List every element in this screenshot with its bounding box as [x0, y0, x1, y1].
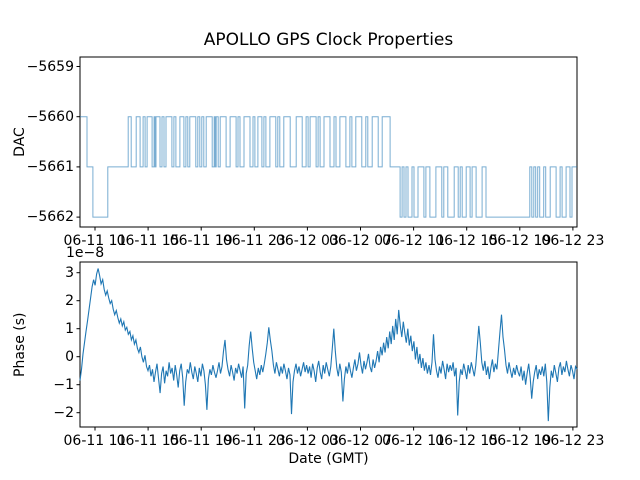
scale-offset-text: 1e−8: [66, 245, 105, 261]
y-tick-label: −1: [53, 376, 74, 393]
x-tick-label: 06-12 11: [382, 233, 446, 249]
x-tick-label: 06-11 19: [169, 233, 233, 249]
x-tick-label: 06-11 11: [63, 433, 127, 449]
x-tick-label: 06-11 23: [222, 433, 286, 449]
y-tick-label: −5661: [26, 158, 74, 175]
x-tick-label: 06-12 07: [329, 433, 392, 449]
phase-line: [79, 268, 578, 422]
x-tick-label: 06-11 15: [116, 233, 180, 249]
x-tick-label: 06-12 19: [488, 433, 552, 449]
x-tick-label: 06-12 23: [541, 433, 605, 449]
y-tick-label: 1: [65, 320, 74, 337]
chart-title: APOLLO GPS Clock Properties: [203, 30, 454, 50]
phase-axes-spines: [79, 261, 578, 428]
x-tick-label: 06-12 23: [541, 233, 605, 249]
x-tick-label: 06-11 15: [116, 433, 180, 449]
y-tick-label: 3: [65, 264, 74, 281]
x-tick-label: 06-11 23: [222, 233, 286, 249]
x-tick-label: 06-12 15: [435, 233, 499, 249]
date-axis-label: Date (GMT): [288, 451, 369, 467]
x-tick-label: 06-11 11: [63, 233, 127, 249]
y-tick-label: 0: [65, 348, 74, 365]
x-tick-label: 06-12 15: [435, 433, 499, 449]
dac-step-line: [80, 116, 577, 218]
x-tick-label: 06-12 19: [488, 233, 552, 249]
y-tick-label: −2: [53, 404, 74, 421]
y-tick-label: −5660: [26, 108, 74, 125]
y-tick-label: −5662: [26, 209, 74, 226]
x-tick-label: 06-12 03: [275, 433, 339, 449]
x-tick-label: 06-12 11: [382, 433, 446, 449]
x-tick-label: 06-12 03: [275, 233, 339, 249]
dac-axes-spines: [79, 56, 578, 228]
y-tick-label: 2: [65, 292, 74, 309]
x-tick-label: 06-11 19: [169, 433, 233, 449]
x-tick-label: 06-12 07: [329, 233, 392, 249]
y-tick-label: −5659: [26, 58, 74, 75]
